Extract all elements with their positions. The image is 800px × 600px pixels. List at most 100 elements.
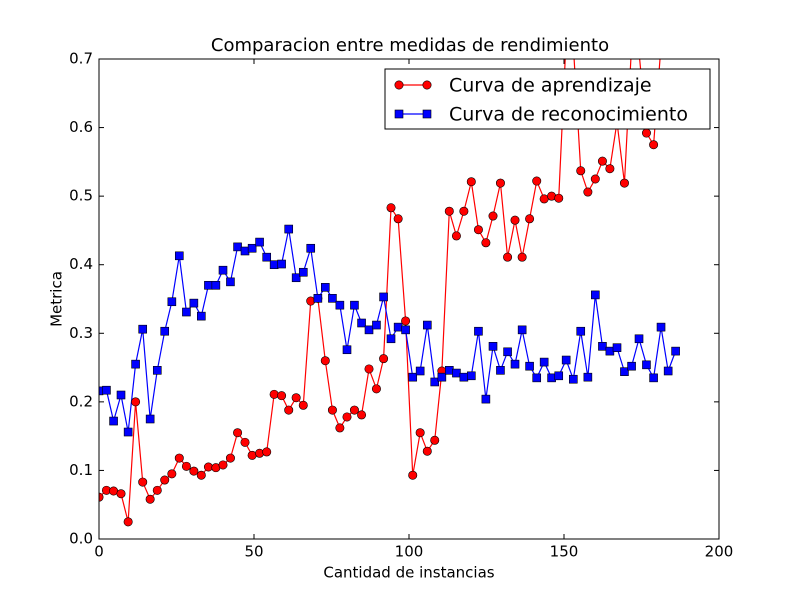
data-point: [255, 237, 264, 247]
data-point: [496, 366, 505, 375]
data-point: [525, 214, 535, 224]
data-point: [327, 405, 337, 415]
x-tick-label: 0: [94, 543, 104, 561]
x-tick-label: 50: [244, 543, 263, 561]
data-point: [364, 364, 374, 374]
data-point: [145, 414, 155, 424]
data-point: [357, 318, 366, 328]
data-point: [503, 252, 513, 262]
legend-box: [384, 68, 711, 130]
chart-title: Comparacion entre medidas de rendimiento: [211, 35, 609, 56]
data-point: [437, 372, 447, 382]
data-point: [590, 174, 600, 184]
data-point: [459, 206, 469, 216]
data-point: [583, 187, 593, 197]
y-tick-label: 0.7: [69, 50, 93, 68]
data-point: [371, 384, 381, 394]
data-point: [386, 203, 396, 213]
data-point: [612, 343, 622, 352]
data-point: [291, 273, 301, 283]
data-point: [620, 367, 629, 376]
data-point: [488, 342, 498, 351]
legend-marker: [394, 109, 404, 119]
data-point: [131, 359, 140, 369]
data-point: [605, 346, 615, 356]
plot-area: [99, 59, 680, 527]
data-point: [401, 316, 411, 326]
data-point: [167, 297, 177, 307]
data-point: [663, 366, 673, 376]
data-point: [298, 400, 308, 410]
legend-marker: [394, 80, 404, 90]
data-point: [451, 231, 461, 241]
data-point: [649, 140, 659, 150]
data-point: [342, 345, 352, 355]
data-point: [503, 347, 512, 357]
data-point: [218, 265, 228, 275]
data-point: [277, 391, 287, 401]
data-point: [576, 326, 586, 336]
data-point: [547, 373, 556, 383]
data-point: [181, 461, 191, 471]
x-tick-label: 150: [550, 543, 579, 561]
data-point: [116, 489, 126, 499]
y-tick-label: 0.1: [69, 461, 93, 479]
data-point: [539, 357, 549, 367]
data-point: [473, 225, 483, 235]
y-tick-label: 0.4: [69, 255, 93, 273]
data-point: [510, 215, 520, 225]
data-point: [467, 371, 476, 381]
data-point: [335, 300, 345, 310]
data-point: [152, 366, 162, 375]
data-point: [240, 246, 250, 256]
data-point: [430, 435, 440, 445]
data-point: [561, 355, 571, 365]
data-point: [422, 320, 432, 330]
data-point: [422, 446, 432, 456]
data-point: [408, 470, 418, 480]
data-point: [320, 283, 330, 292]
data-point: [138, 477, 148, 487]
data-point: [174, 453, 184, 463]
data-point: [342, 412, 352, 422]
data-point: [401, 325, 410, 335]
data-point: [649, 373, 658, 383]
x-axis-label: Cantidad de instancias: [323, 564, 494, 582]
data-point: [167, 469, 177, 479]
data-point: [189, 466, 199, 476]
data-point: [298, 267, 308, 277]
data-point: [226, 277, 235, 287]
data-point: [247, 450, 257, 460]
data-point: [269, 260, 279, 270]
data-point: [196, 470, 206, 480]
data-point: [233, 242, 242, 252]
data-point: [328, 294, 337, 303]
y-tick-label: 0.0: [69, 530, 93, 548]
data-point: [671, 346, 680, 356]
data-point: [372, 320, 381, 330]
data-point: [247, 243, 257, 253]
data-point: [364, 325, 374, 335]
data-point: [211, 280, 221, 290]
data-point: [597, 156, 607, 166]
data-point: [576, 166, 586, 176]
data-point: [474, 326, 483, 336]
data-point: [430, 377, 440, 387]
y-tick-label: 0.6: [69, 118, 93, 136]
data-point: [284, 405, 294, 415]
legend-marker: [422, 109, 432, 119]
y-tick-label: 0.3: [69, 324, 93, 342]
data-point: [539, 194, 549, 204]
data-point: [641, 128, 651, 138]
data-point: [240, 437, 250, 447]
data-point: [459, 372, 469, 382]
data-point: [598, 342, 607, 351]
data-point: [627, 361, 636, 371]
data-point: [444, 206, 454, 216]
data-point: [313, 294, 323, 303]
data-point: [452, 368, 461, 378]
data-point: [131, 397, 141, 407]
data-point: [204, 280, 213, 290]
data-point: [152, 485, 162, 495]
